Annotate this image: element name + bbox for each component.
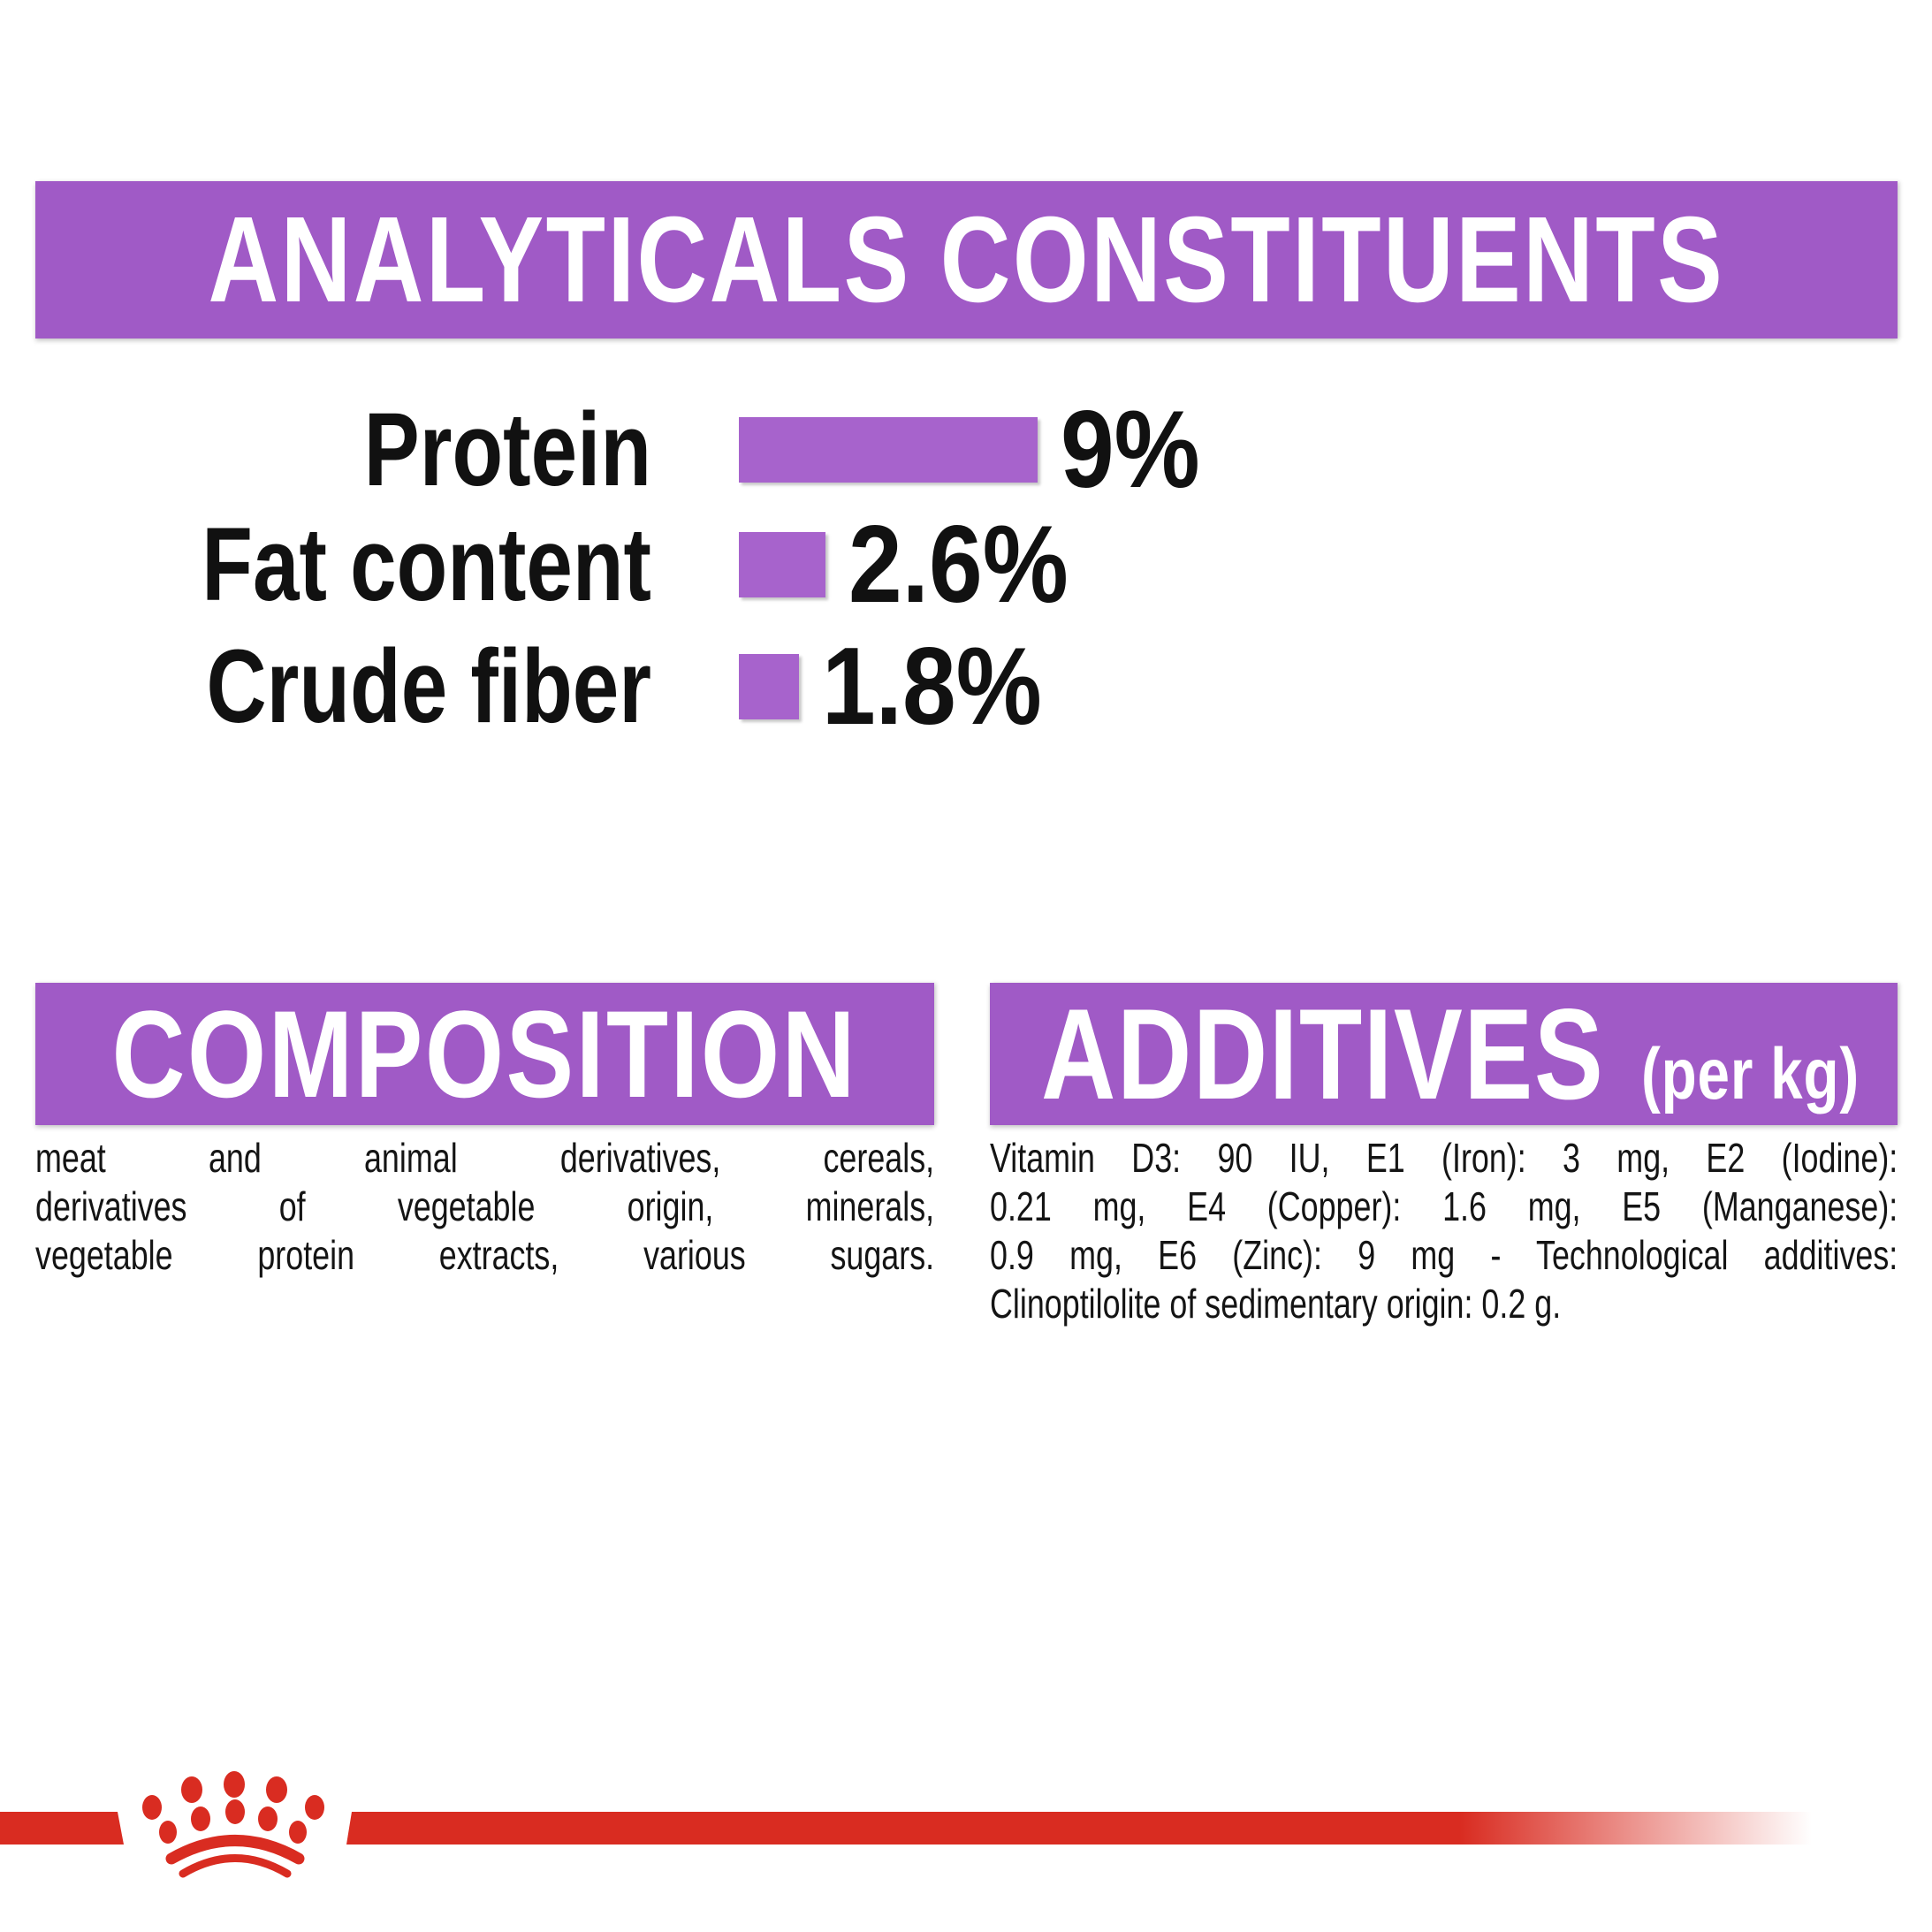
chart-value: 2.6% bbox=[848, 504, 1069, 626]
additives-banner: ADDITIVES (per kg) bbox=[990, 983, 1898, 1125]
crown-arcs bbox=[165, 1835, 305, 1878]
additives-line: 0.21 mg, E4 (Copper): 1.6 mg, E5 (Mangan… bbox=[990, 1183, 1898, 1229]
chart-bar-crude-fiber bbox=[739, 654, 799, 719]
chart-label: Protein bbox=[363, 392, 651, 508]
brand-band-left bbox=[0, 1812, 124, 1845]
additives-line: 0.9 mg, E6 (Zinc): 9 mg - Technological … bbox=[990, 1232, 1898, 1278]
chart-row-protein: Protein 9% bbox=[0, 395, 1932, 505]
chart-row-crude-fiber: Crude fiber 1.8% bbox=[0, 632, 1932, 742]
crown-dots bbox=[142, 1771, 324, 1844]
additives-line: Vitamin D3: 90 IU, E1 (Iron): 3 mg, E2 (… bbox=[990, 1135, 1898, 1181]
composition-banner: COMPOSITION bbox=[35, 983, 934, 1125]
chart-row-fat-content: Fat content 2.6% bbox=[0, 510, 1932, 620]
chart-label: Crude fiber bbox=[206, 628, 651, 745]
analyticals-banner: ANALYTICALS CONSTITUENTS bbox=[35, 181, 1898, 338]
chart-value: 1.8% bbox=[822, 626, 1042, 748]
composition-line: meat and animal derivatives, cereals, bbox=[35, 1135, 935, 1181]
composition-line: vegetable protein extracts, various suga… bbox=[35, 1232, 935, 1278]
additives-title: ADDITIVES bbox=[1041, 981, 1605, 1126]
royal-canin-crown-logo bbox=[142, 1771, 324, 1878]
brand-band-right bbox=[346, 1812, 1812, 1845]
additives-text: Vitamin D3: 90 IU, E1 (Iron): 3 mg, E2 (… bbox=[990, 1134, 1898, 1328]
composition-title: COMPOSITION bbox=[111, 984, 858, 1123]
composition-text: meat and animal derivatives, cereals, de… bbox=[35, 1134, 934, 1280]
composition-line: derivatives of vegetable origin, mineral… bbox=[35, 1183, 935, 1229]
chart-bar-protein bbox=[739, 417, 1038, 483]
analyticals-title: ANALYTICALS CONSTITUENTS bbox=[208, 192, 1725, 328]
chart-value: 9% bbox=[1061, 389, 1200, 511]
chart-label: Fat content bbox=[202, 506, 651, 623]
additives-line: Clinoptilolite of sedimentary origin: 0.… bbox=[990, 1281, 1562, 1327]
chart-bar-fat-content bbox=[739, 532, 825, 597]
additives-per-kg-suffix: (per kg) bbox=[1641, 1033, 1860, 1114]
